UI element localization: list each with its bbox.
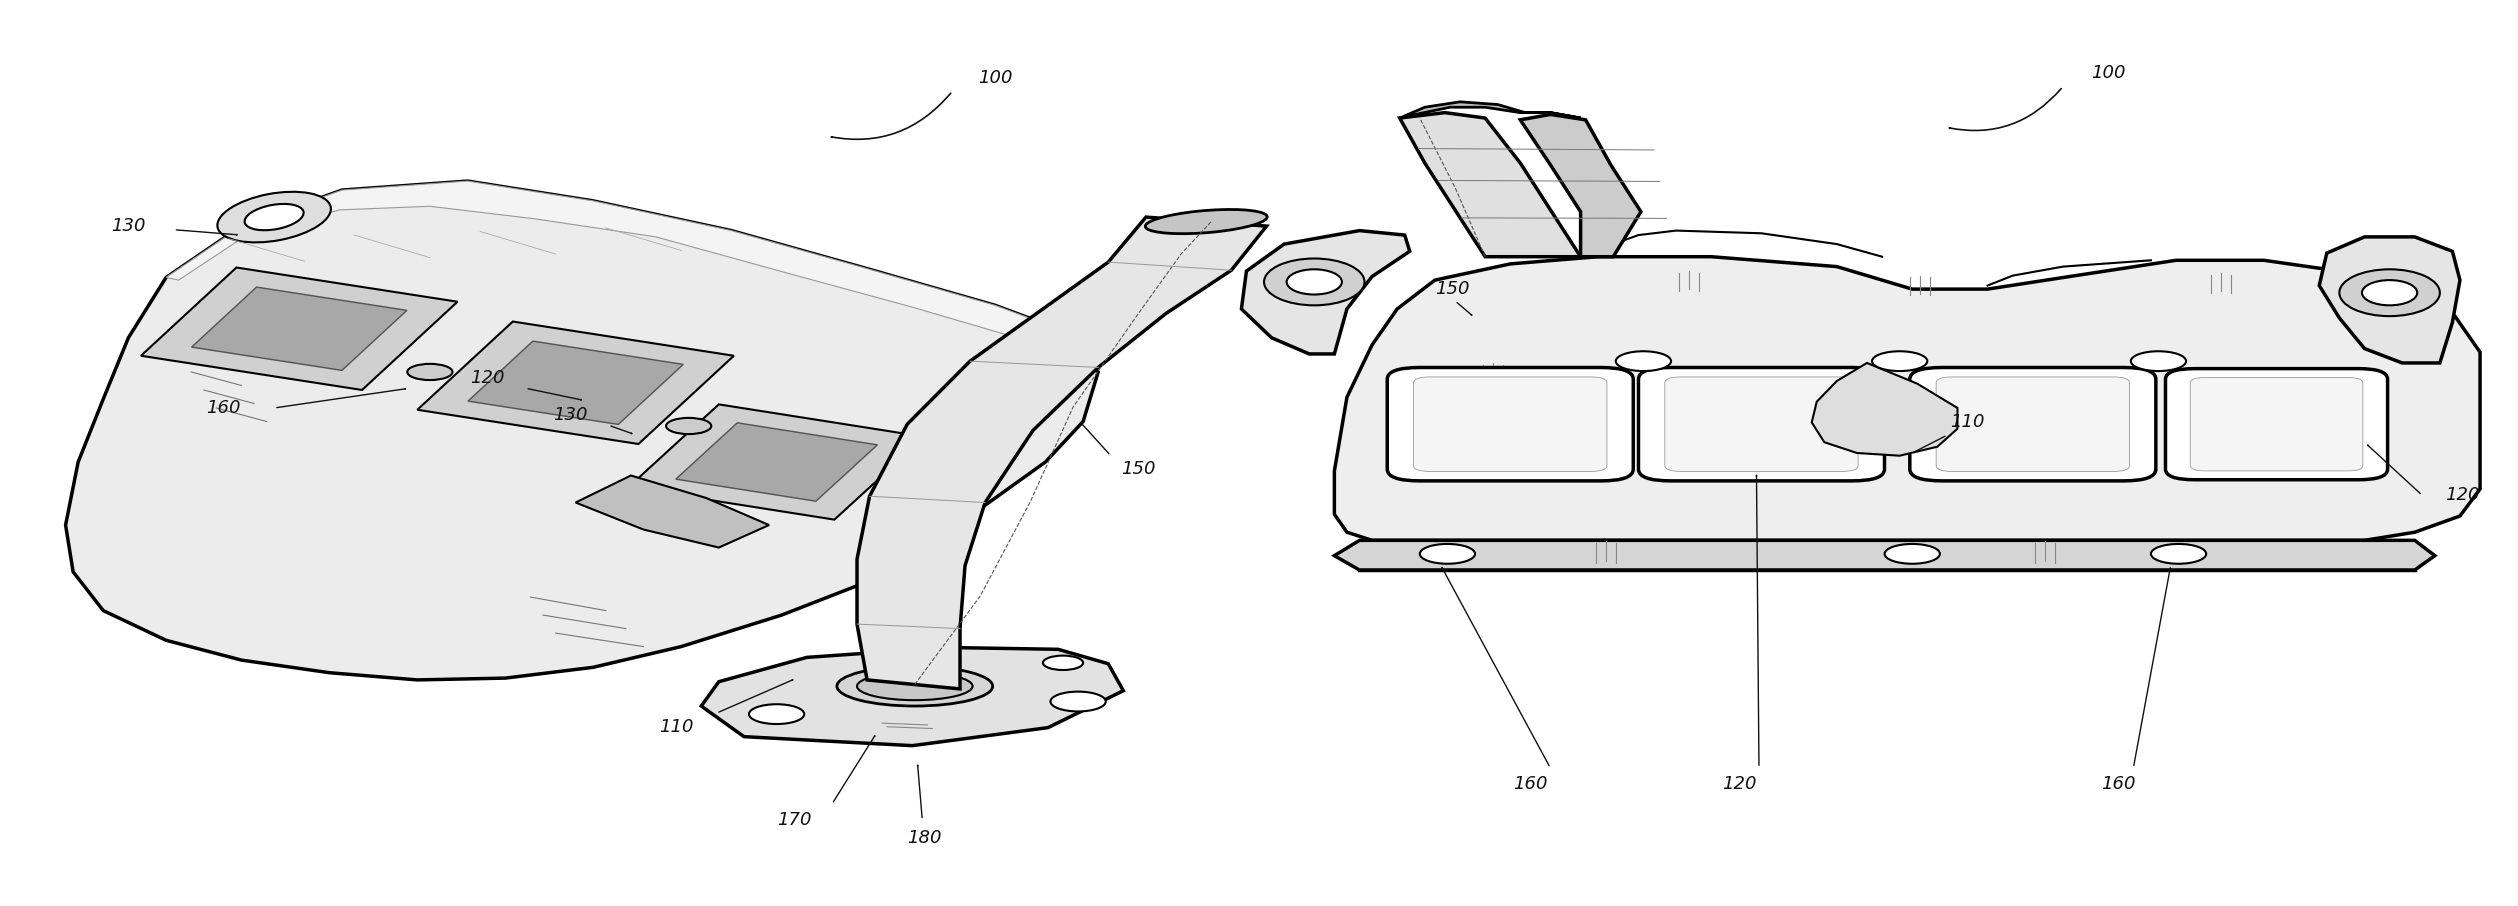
- Ellipse shape: [217, 192, 330, 243]
- Text: 130: 130: [554, 406, 587, 424]
- Text: 150: 150: [1435, 280, 1471, 298]
- Ellipse shape: [1617, 352, 1672, 371]
- FancyArrowPatch shape: [718, 680, 793, 712]
- Ellipse shape: [1042, 656, 1083, 670]
- Text: 110: 110: [660, 718, 692, 736]
- FancyArrowPatch shape: [1458, 303, 1473, 315]
- Polygon shape: [1521, 114, 1642, 256]
- FancyArrowPatch shape: [2133, 568, 2171, 766]
- Polygon shape: [675, 423, 876, 501]
- FancyArrowPatch shape: [176, 230, 237, 235]
- Text: 120: 120: [471, 370, 506, 387]
- FancyArrowPatch shape: [1916, 437, 1944, 451]
- Polygon shape: [468, 342, 682, 424]
- FancyArrowPatch shape: [1080, 423, 1108, 454]
- Polygon shape: [166, 181, 1063, 340]
- Text: 100: 100: [2090, 64, 2125, 82]
- Polygon shape: [1400, 101, 1581, 118]
- FancyArrowPatch shape: [529, 389, 582, 400]
- FancyBboxPatch shape: [1664, 377, 1858, 471]
- Ellipse shape: [408, 364, 453, 380]
- Polygon shape: [630, 404, 924, 520]
- FancyArrowPatch shape: [831, 93, 952, 140]
- Text: 130: 130: [111, 217, 146, 235]
- Ellipse shape: [1264, 258, 1365, 305]
- Text: 180: 180: [906, 829, 942, 847]
- FancyArrowPatch shape: [833, 736, 874, 802]
- Text: 100: 100: [977, 69, 1012, 86]
- FancyArrowPatch shape: [612, 426, 632, 434]
- FancyArrowPatch shape: [1443, 567, 1549, 766]
- Text: 170: 170: [778, 812, 811, 829]
- Ellipse shape: [836, 667, 992, 706]
- Ellipse shape: [1287, 269, 1342, 294]
- Text: 160: 160: [2100, 776, 2135, 794]
- FancyBboxPatch shape: [2191, 378, 2362, 471]
- Polygon shape: [577, 476, 768, 547]
- Polygon shape: [418, 322, 733, 444]
- Polygon shape: [1335, 540, 2435, 570]
- Text: 150: 150: [1121, 460, 1156, 478]
- Polygon shape: [1335, 256, 2480, 540]
- FancyBboxPatch shape: [1639, 368, 1883, 481]
- Polygon shape: [65, 181, 1098, 680]
- FancyArrowPatch shape: [2367, 445, 2420, 494]
- Ellipse shape: [1420, 544, 1476, 564]
- Polygon shape: [1813, 363, 1956, 456]
- FancyArrowPatch shape: [1755, 476, 1760, 766]
- Polygon shape: [141, 267, 458, 390]
- Ellipse shape: [1883, 544, 1939, 564]
- Ellipse shape: [2150, 544, 2206, 564]
- Ellipse shape: [2130, 352, 2186, 371]
- Ellipse shape: [1146, 209, 1267, 234]
- FancyBboxPatch shape: [1909, 368, 2155, 481]
- Polygon shape: [1400, 112, 1581, 256]
- Ellipse shape: [748, 704, 803, 724]
- Ellipse shape: [1050, 691, 1105, 711]
- Text: 120: 120: [2445, 487, 2480, 505]
- Text: 110: 110: [1951, 413, 1984, 431]
- FancyArrowPatch shape: [1949, 89, 2062, 130]
- Text: 120: 120: [1722, 776, 1755, 794]
- Text: 160: 160: [1513, 776, 1549, 794]
- Ellipse shape: [667, 418, 710, 434]
- FancyArrowPatch shape: [277, 389, 405, 408]
- Polygon shape: [191, 287, 408, 371]
- Ellipse shape: [2362, 280, 2417, 305]
- Polygon shape: [700, 648, 1123, 746]
- FancyBboxPatch shape: [1936, 377, 2130, 471]
- Polygon shape: [856, 217, 1267, 689]
- FancyBboxPatch shape: [1387, 368, 1634, 481]
- Polygon shape: [2319, 236, 2460, 363]
- Ellipse shape: [2339, 269, 2440, 316]
- Ellipse shape: [1871, 352, 1926, 371]
- Ellipse shape: [856, 672, 972, 700]
- Ellipse shape: [244, 204, 305, 230]
- FancyBboxPatch shape: [1413, 377, 1606, 471]
- FancyArrowPatch shape: [917, 766, 922, 817]
- Polygon shape: [1241, 231, 1410, 354]
- FancyBboxPatch shape: [2165, 369, 2387, 480]
- Text: 160: 160: [206, 399, 242, 417]
